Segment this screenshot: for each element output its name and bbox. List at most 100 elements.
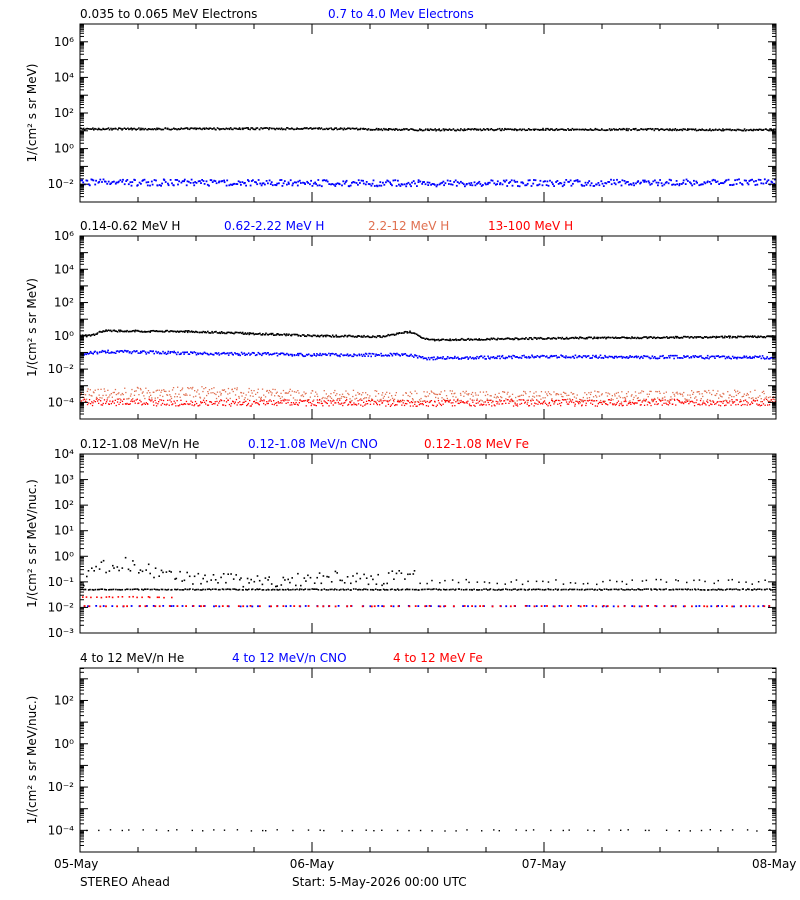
data-point	[174, 179, 177, 181]
data-point	[134, 179, 136, 181]
data-point	[524, 391, 526, 393]
data-point	[365, 588, 367, 591]
data-point	[330, 402, 332, 404]
data-point	[640, 392, 642, 394]
data-point	[734, 356, 736, 359]
data-point	[632, 398, 634, 401]
data-point	[283, 180, 286, 182]
data-point	[437, 338, 440, 341]
data-point	[640, 404, 642, 406]
data-point	[482, 339, 485, 341]
data-point	[580, 399, 582, 401]
data-point	[265, 332, 267, 335]
data-point	[700, 355, 702, 357]
data-point	[606, 605, 609, 607]
data-point	[624, 396, 626, 399]
data-point	[630, 337, 632, 340]
data-point	[414, 129, 416, 132]
data-point	[750, 128, 752, 131]
data-point	[513, 179, 516, 182]
data-point	[755, 397, 757, 399]
data-point	[647, 605, 649, 607]
data-point	[215, 352, 218, 354]
data-point	[349, 402, 352, 404]
data-point	[595, 354, 597, 357]
data-point	[261, 388, 264, 390]
data-point	[485, 183, 487, 186]
data-point	[308, 401, 310, 404]
data-point	[417, 605, 420, 607]
data-point	[642, 179, 644, 182]
data-point	[671, 354, 674, 357]
data-point	[433, 392, 435, 394]
data-point	[173, 128, 176, 130]
data-point	[764, 397, 766, 399]
data-point	[391, 588, 393, 590]
data-point	[187, 180, 190, 183]
data-point	[123, 183, 126, 186]
data-point	[400, 572, 403, 574]
data-point	[538, 129, 541, 131]
data-point	[738, 589, 741, 591]
data-point	[403, 331, 406, 333]
data-point	[360, 394, 363, 396]
data-point	[193, 184, 196, 187]
data-point	[99, 330, 101, 333]
data-point	[427, 338, 429, 340]
data-point	[412, 180, 415, 182]
data-point	[271, 403, 273, 405]
data-point	[342, 588, 344, 591]
data-point	[94, 183, 97, 186]
data-point	[612, 404, 614, 406]
data-point	[286, 183, 288, 186]
data-point	[628, 356, 630, 359]
data-point	[268, 389, 271, 392]
data-point	[114, 388, 117, 391]
data-point	[629, 401, 631, 404]
data-point	[200, 182, 202, 184]
data-point	[492, 356, 495, 358]
data-point	[218, 180, 221, 183]
data-point	[608, 355, 611, 358]
data-point	[276, 391, 278, 393]
data-point	[460, 588, 463, 591]
data-point	[127, 350, 129, 352]
data-point	[264, 352, 266, 354]
data-point	[173, 400, 175, 402]
data-point	[583, 184, 586, 187]
data-point	[482, 128, 485, 130]
data-point	[679, 128, 681, 131]
data-point	[113, 180, 115, 183]
data-point	[229, 397, 231, 400]
data-point	[573, 337, 575, 340]
data-point	[484, 182, 487, 185]
data-point	[184, 330, 187, 332]
data-point	[315, 183, 317, 185]
data-point	[438, 357, 440, 359]
data-point	[616, 337, 618, 339]
data-point	[118, 329, 120, 332]
data-point	[91, 395, 93, 397]
data-point	[638, 337, 640, 340]
data-point	[261, 400, 263, 402]
data-point	[226, 128, 229, 130]
data-point	[595, 605, 598, 608]
data-point	[295, 391, 297, 393]
data-point	[653, 397, 656, 400]
data-point	[653, 129, 656, 132]
data-point	[207, 330, 209, 333]
data-point	[340, 397, 342, 399]
data-point	[239, 181, 242, 184]
data-point	[549, 128, 552, 130]
data-point	[501, 396, 503, 399]
data-point	[530, 337, 532, 339]
data-point	[429, 401, 431, 403]
data-point	[443, 184, 445, 187]
data-point	[125, 391, 127, 394]
data-point	[441, 400, 443, 402]
data-point	[210, 179, 213, 182]
data-point	[154, 397, 156, 399]
data-point	[145, 331, 148, 333]
data-point	[109, 588, 111, 591]
data-point	[311, 335, 313, 338]
